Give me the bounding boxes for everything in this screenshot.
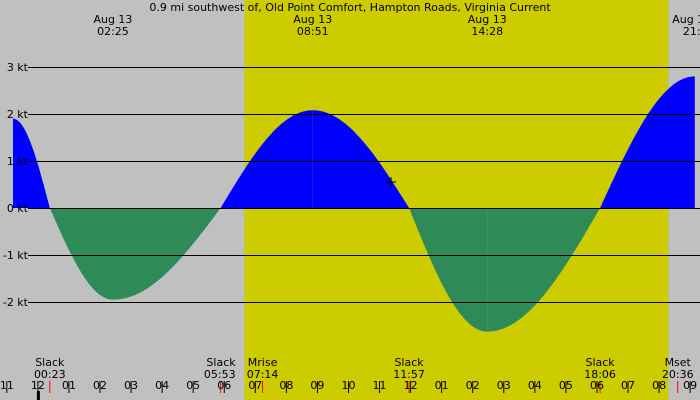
- current-area-layer: [13, 76, 695, 332]
- event-label: Slack: [394, 356, 424, 369]
- top-time-label: 14:28: [471, 25, 503, 38]
- gridline-layer: [28, 67, 700, 303]
- event-label: Slack: [206, 356, 236, 369]
- top-time-label: 21:: [683, 25, 700, 38]
- y-tick-label: 1 kt: [7, 155, 29, 168]
- hour-tick-label: 11: [373, 379, 387, 392]
- event-time: 07:14: [247, 368, 279, 381]
- flood-area: [600, 76, 695, 209]
- hour-tick-label: 09: [683, 379, 697, 392]
- hour-tick-label: 11: [0, 379, 14, 392]
- y-tick-label: 0 kt: [7, 202, 29, 215]
- hour-tick-label: 04: [528, 379, 542, 392]
- top-date-label: Aug 13: [293, 13, 332, 26]
- hour-tick-label: 03: [124, 379, 138, 392]
- hour-tick-label: 06: [590, 379, 604, 392]
- hour-tick-label: 07: [248, 379, 262, 392]
- midnight-marker: [36, 391, 40, 400]
- flood-area: [220, 110, 313, 208]
- event-label: Mset: [665, 356, 692, 369]
- event-label: Slack: [585, 356, 615, 369]
- hour-tick-label: 08: [652, 379, 666, 392]
- hour-tick-label: 12: [31, 379, 45, 392]
- flood-area: [312, 110, 410, 208]
- hour-tick-label: 03: [497, 379, 511, 392]
- hour-tick-label: 12: [404, 379, 418, 392]
- ebb-area: [409, 208, 488, 332]
- chart-title: 0.9 mi southwest of, Old Point Comfort, …: [149, 1, 551, 14]
- hour-axis-layer: 11 12 01 02 03 04 05 06 07 08 09 10 11 12 01 02 03 04 05 06…: [0, 379, 697, 400]
- event-label: Slack: [35, 356, 65, 369]
- hour-tick-label: 05: [559, 379, 573, 392]
- flood-area: [13, 118, 50, 208]
- ebb-area: [49, 208, 113, 300]
- hour-tick-label: 02: [93, 379, 107, 392]
- hour-tick-label: 01: [62, 379, 76, 392]
- top-time-label: 02:25: [97, 25, 129, 38]
- hour-tick-label: 02: [466, 379, 480, 392]
- top-time-label: 08:51: [297, 25, 329, 38]
- event-label: Mrise: [248, 356, 278, 369]
- y-tick-label: 2 kt: [7, 108, 29, 121]
- top-date-label: Aug 13: [93, 13, 132, 26]
- event-time: 00:23: [34, 368, 66, 381]
- y-tick-label: -2 kt: [3, 296, 29, 309]
- event-time: 18:06: [584, 368, 616, 381]
- hour-tick-label: 09: [310, 379, 324, 392]
- event-time: 11:57: [393, 368, 425, 381]
- event-time: 20:36: [662, 368, 694, 381]
- top-date-label: Aug 13: [468, 13, 507, 26]
- hour-tick-label: 08: [279, 379, 293, 392]
- cursor-crosshair: [386, 177, 396, 187]
- top-date-label: Aug 13: [672, 13, 700, 26]
- hour-tick-label: 01: [435, 379, 449, 392]
- hour-tick-label: 10: [341, 379, 355, 392]
- hour-tick-label: 06: [217, 379, 231, 392]
- event-label-layer: Slack00:23Slack05:53Mrise07:14Slack11:57…: [34, 356, 694, 393]
- hour-tick-label: 07: [621, 379, 635, 392]
- y-tick-label: 3 kt: [7, 61, 29, 74]
- hour-tick-label: 04: [155, 379, 169, 392]
- event-time: 05:53: [204, 368, 236, 381]
- y-tick-label: -1 kt: [3, 249, 29, 262]
- hour-tick-label: 05: [186, 379, 200, 392]
- ebb-area: [487, 208, 601, 332]
- ebb-area: [113, 208, 221, 300]
- y-tick-label-layer: 3 kt 2 kt 1 kt 0 kt -1 kt -2 kt: [3, 61, 29, 309]
